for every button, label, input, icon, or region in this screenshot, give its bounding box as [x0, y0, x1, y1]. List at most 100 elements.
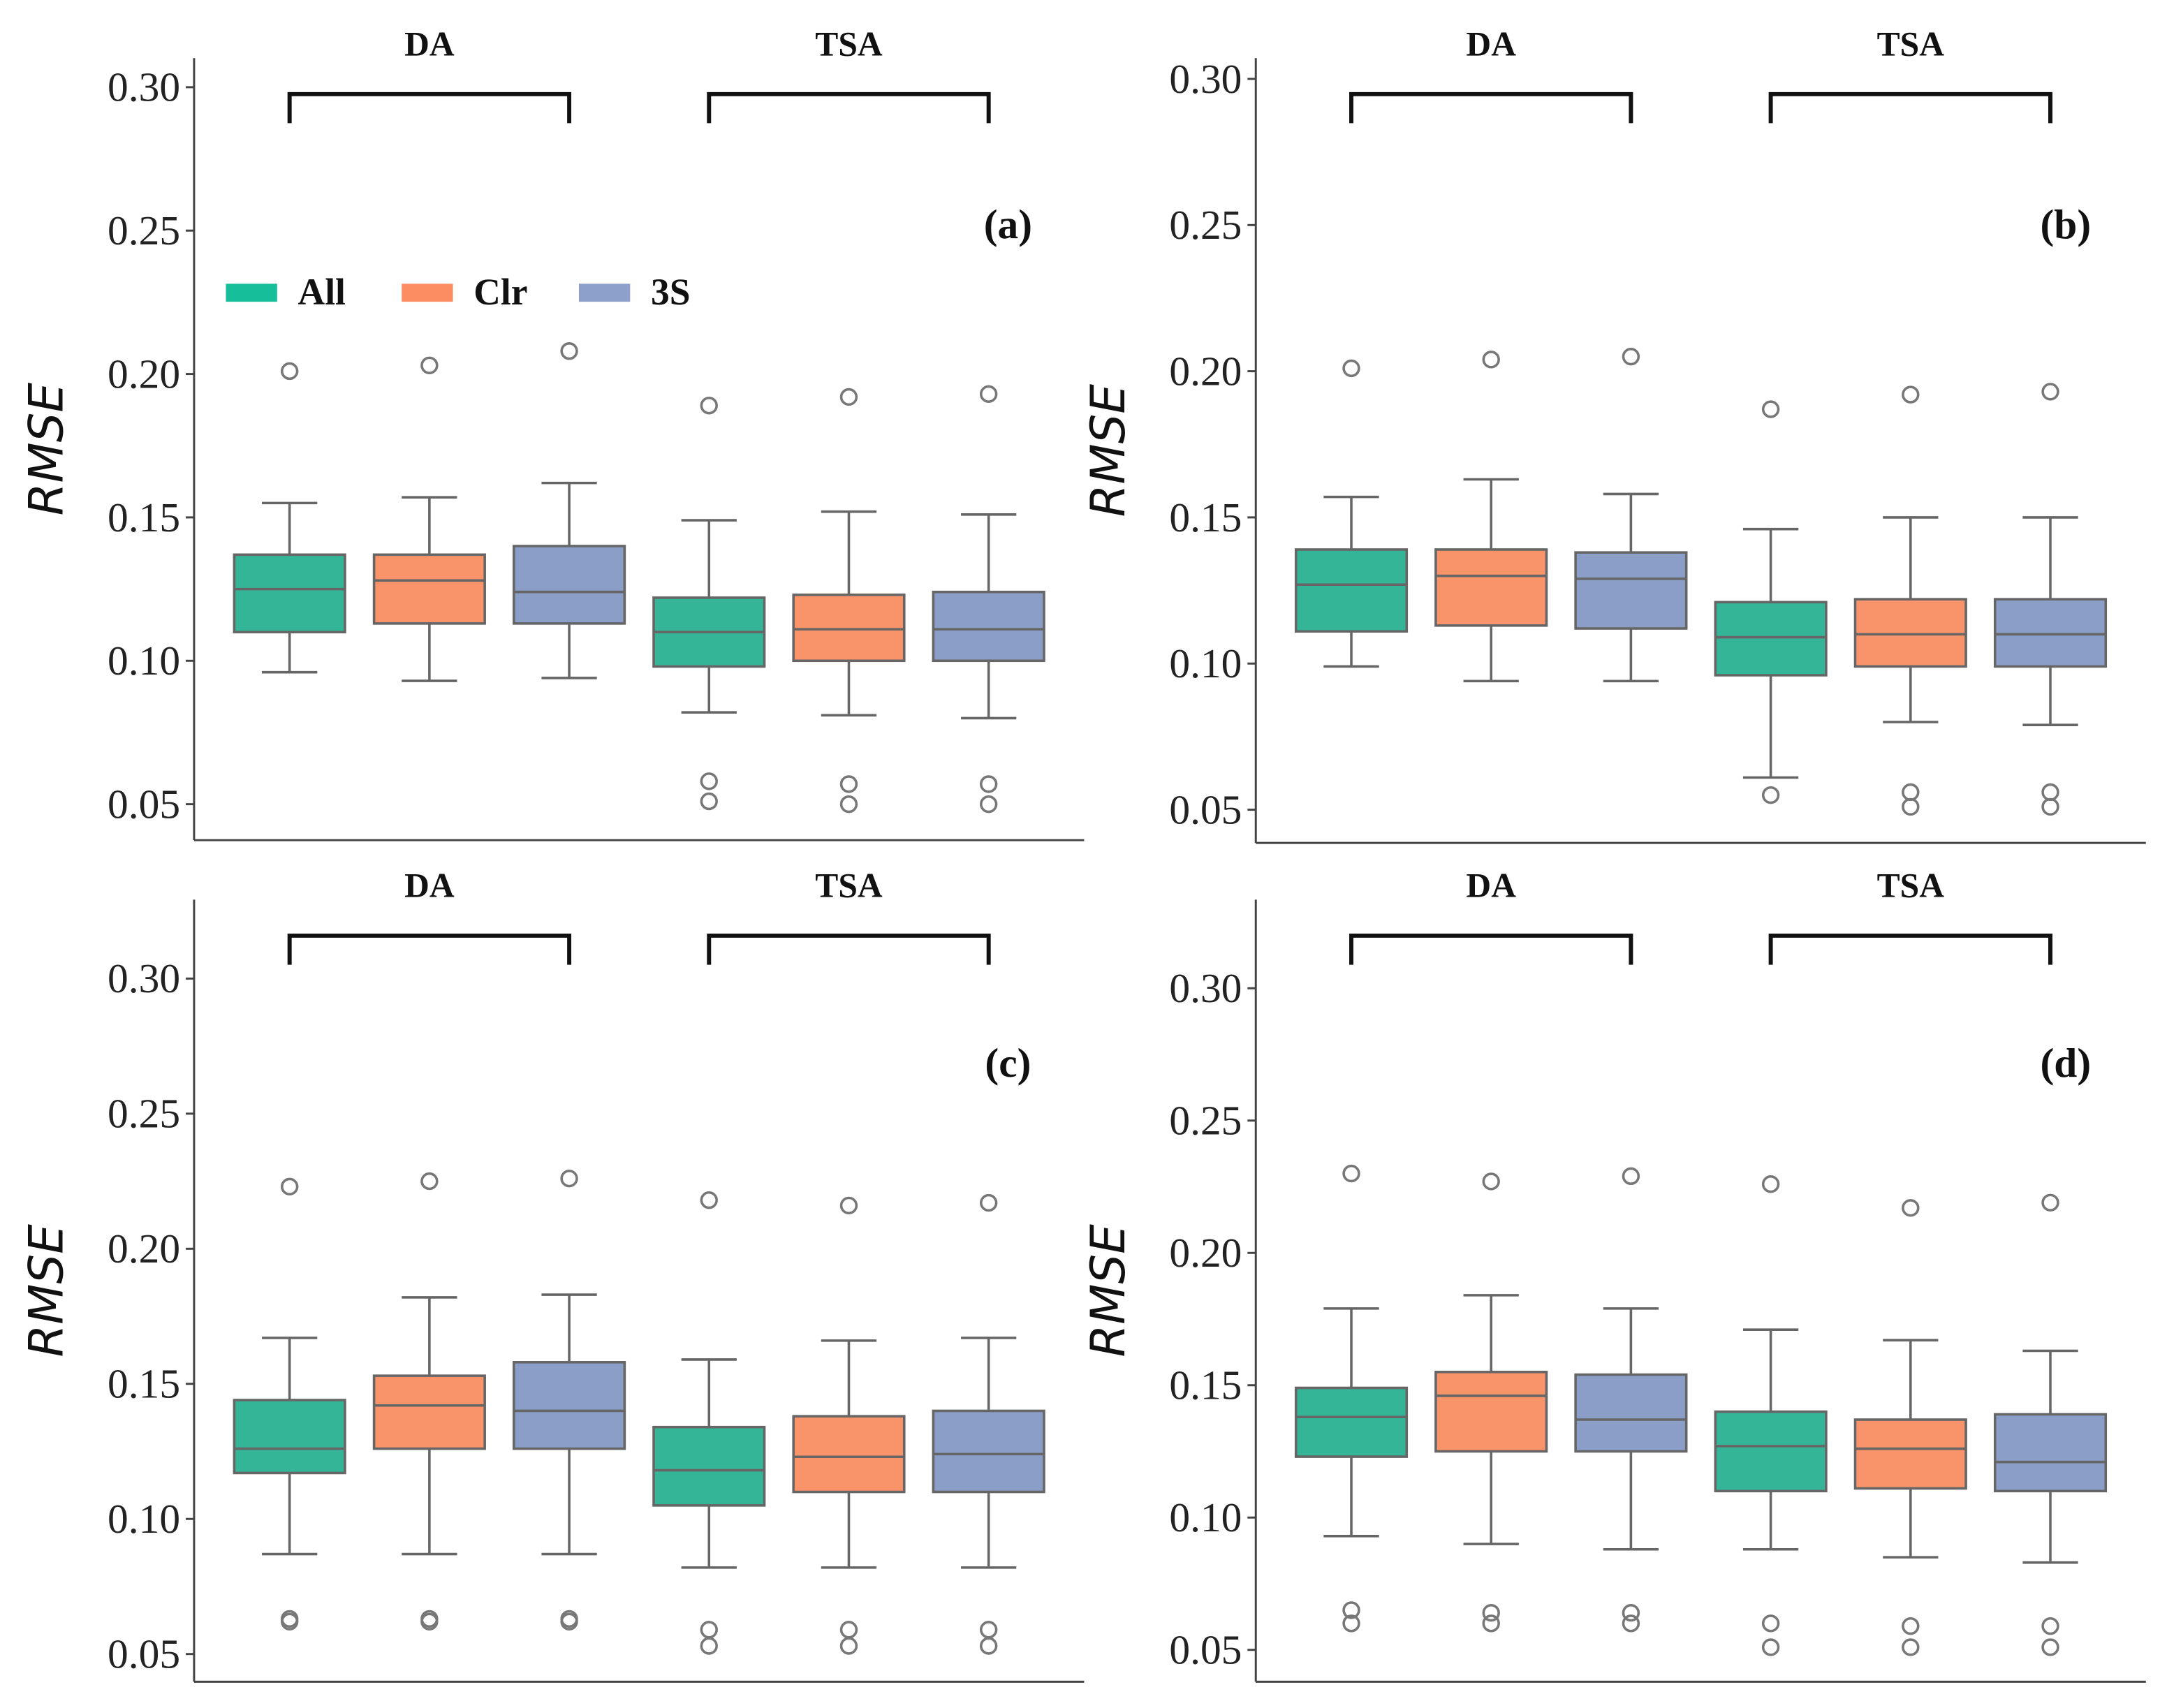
box-da-3s	[1574, 348, 1688, 683]
y-tick-label: 0.05	[1169, 1627, 1242, 1673]
box-da-all	[1294, 359, 1409, 668]
y-axis-label: RMSE	[19, 383, 74, 516]
outlier-point	[1761, 1638, 1780, 1656]
outlier-point	[420, 1612, 439, 1630]
legend-swatch-clr	[402, 284, 453, 302]
panel-label: (a)	[984, 201, 1032, 247]
outlier-point	[700, 1621, 718, 1639]
group-bracket	[1768, 933, 2052, 965]
iqr-box	[1434, 548, 1548, 627]
outlier-point	[700, 792, 718, 811]
box-tsa-all	[652, 397, 766, 811]
y-tick-label: 0.20	[1169, 1230, 1242, 1276]
y-tick-label: 0.25	[1169, 1098, 1242, 1144]
group-label: DA	[404, 866, 455, 904]
outlier-point	[979, 1621, 998, 1639]
outlier-point	[2041, 1638, 2059, 1656]
y-tick-label: 0.15	[1169, 1362, 1242, 1408]
legend-swatch-3s	[578, 284, 631, 302]
panel-d: 0.05 0.10 0.15 0.20 0.25 0.30 RMSE (d) DA TSA	[1080, 866, 2146, 1683]
outlier-point	[1482, 1614, 1500, 1633]
outlier-point	[839, 1196, 858, 1215]
outlier-point	[2041, 1617, 2059, 1635]
group-label: TSA	[815, 24, 883, 63]
panel-label: (b)	[2040, 201, 2091, 247]
iqr-box	[932, 1409, 1045, 1494]
y-tick-label: 0.15	[108, 1361, 180, 1407]
outlier-point	[1482, 351, 1500, 369]
outlier-point	[839, 795, 858, 813]
outlier-point	[979, 1193, 998, 1212]
group-label: DA	[404, 24, 455, 63]
group-label: DA	[1466, 24, 1516, 63]
outlier-point	[2041, 783, 2059, 802]
outlier-point	[1902, 1617, 1920, 1635]
outlier-point	[979, 795, 998, 813]
iqr-box	[513, 545, 626, 625]
iqr-box	[1574, 551, 1688, 630]
iqr-box	[1993, 598, 2108, 668]
outlier-point	[1761, 400, 1780, 418]
box-tsa-all	[1714, 400, 1828, 804]
box-da-clr	[1434, 351, 1548, 683]
outlier-point	[1902, 1638, 1920, 1656]
iqr-box	[1714, 601, 1828, 677]
y-tick-label: 0.20	[108, 1225, 180, 1272]
group-label: DA	[1466, 866, 1516, 904]
y-tick-label: 0.10	[1169, 1494, 1242, 1540]
outlier-point	[420, 1172, 439, 1191]
outlier-point	[700, 772, 718, 790]
legend-label: Clr	[473, 271, 527, 313]
outlier-point	[560, 1612, 578, 1630]
group-bracket	[1768, 91, 2052, 124]
iqr-box	[932, 590, 1045, 663]
box-da-3s	[513, 342, 626, 679]
iqr-box	[372, 1374, 486, 1450]
box-tsa-3s	[932, 1193, 1045, 1655]
box-tsa-clr	[1853, 385, 1967, 816]
iqr-box	[233, 1399, 346, 1475]
box-da-clr	[372, 356, 486, 682]
outlier-point	[1902, 797, 1920, 816]
outlier-point	[1761, 1614, 1780, 1633]
iqr-box	[1294, 1386, 1409, 1458]
box-da-3s	[1574, 1167, 1688, 1633]
y-tick-label: 0.15	[1169, 494, 1242, 540]
outlier-point	[1622, 1167, 1640, 1186]
outlier-point	[1342, 359, 1360, 378]
outlier-point	[280, 1612, 299, 1630]
y-tick-label: 0.10	[1169, 640, 1242, 686]
legend-label: 3S	[651, 271, 691, 313]
y-axis-label: RMSE	[1080, 1224, 1136, 1357]
outlier-point	[280, 362, 299, 381]
legend: All Clr 3S	[226, 271, 691, 313]
iqr-box	[233, 553, 346, 634]
panel-c: 0.05 0.10 0.15 0.20 0.25 0.30 RMSE (c) DA TSA	[19, 866, 1085, 1683]
box-da-all	[233, 1177, 346, 1630]
iqr-box	[1714, 1410, 1828, 1493]
iqr-box	[372, 553, 486, 625]
box-tsa-3s	[1993, 1193, 2108, 1656]
outlier-point	[700, 397, 718, 415]
outlier-point	[1622, 348, 1640, 366]
iqr-box	[792, 594, 906, 663]
outlier-point	[1761, 1175, 1780, 1193]
group-label: TSA	[815, 866, 883, 904]
y-tick-label: 0.05	[108, 781, 180, 827]
y-tick-label: 0.10	[108, 638, 180, 684]
outlier-point	[979, 1637, 998, 1655]
y-tick-label: 0.25	[108, 1091, 180, 1137]
panel-label: (d)	[2040, 1040, 2091, 1086]
box-tsa-clr	[792, 1196, 906, 1655]
iqr-box	[1574, 1373, 1688, 1453]
y-tick-label: 0.20	[108, 351, 180, 397]
box-da-all	[233, 362, 346, 674]
outlier-point	[2041, 383, 2059, 401]
outlier-point	[1902, 385, 1920, 404]
y-axis-label: RMSE	[19, 1224, 74, 1357]
group-bracket	[287, 91, 572, 124]
iqr-box	[1853, 1418, 1967, 1490]
outlier-point	[979, 385, 998, 404]
y-tick-label: 0.15	[108, 494, 180, 540]
